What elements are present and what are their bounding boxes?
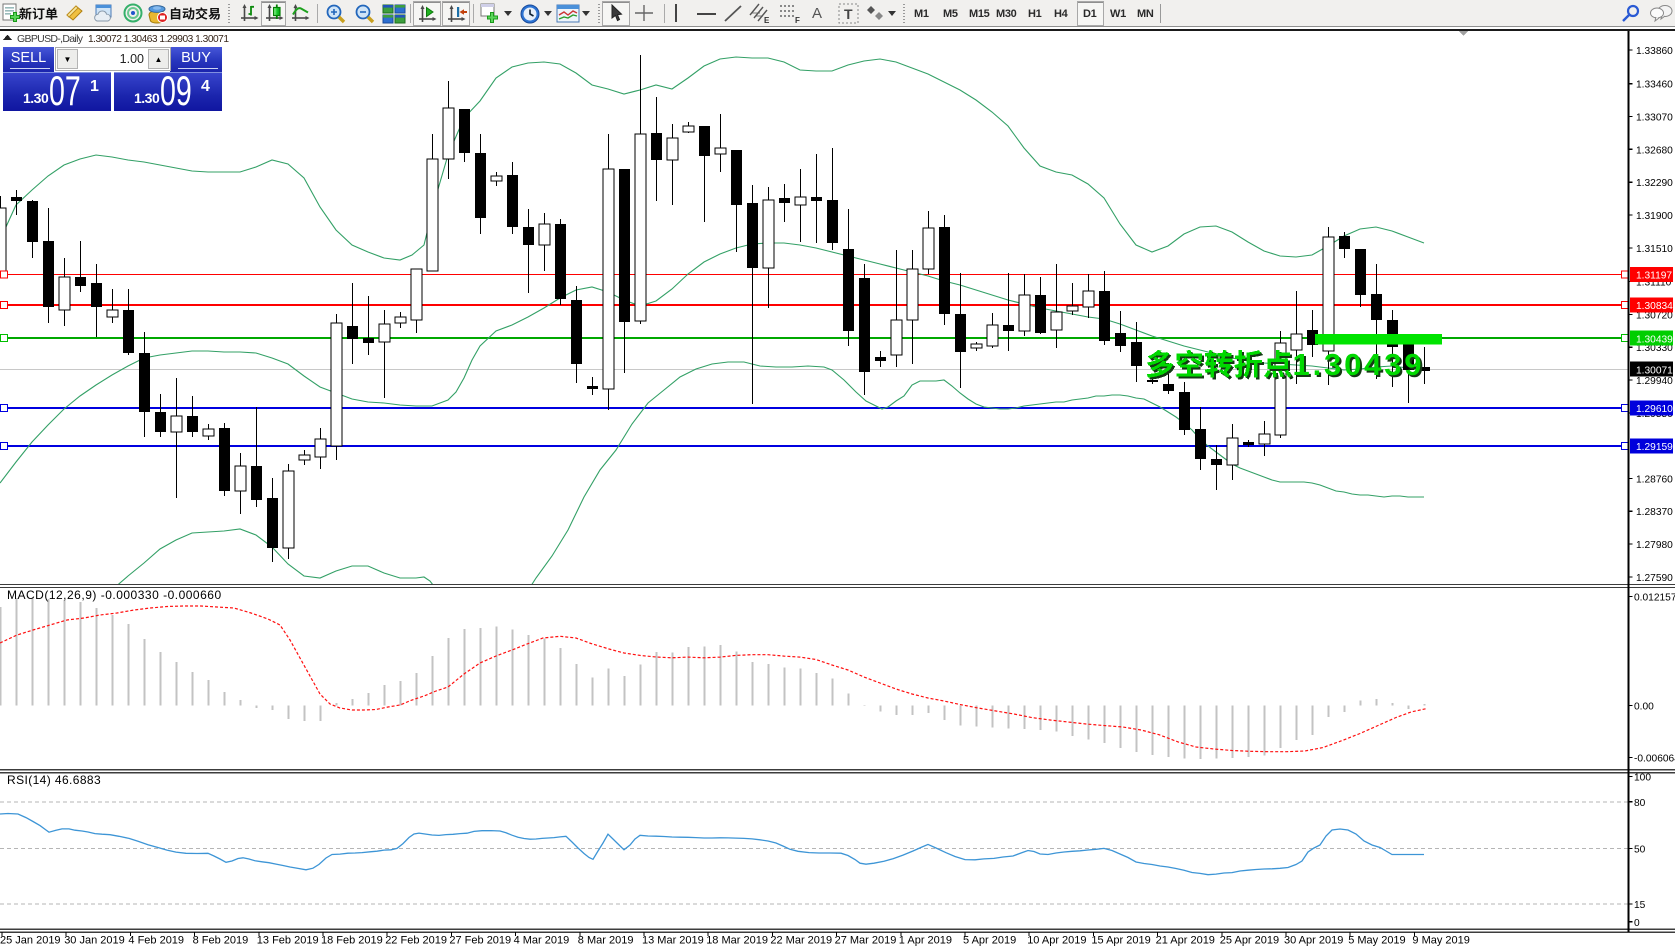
svg-text:5 May 2019: 5 May 2019 (1348, 935, 1405, 947)
svg-text:4 Feb 2019: 4 Feb 2019 (128, 935, 184, 947)
svg-text:F: F (795, 16, 800, 25)
svg-text:1.31110: 1.31110 (1636, 278, 1672, 289)
svg-text:1.30330: 1.30330 (1636, 343, 1673, 354)
svg-text:1.30720: 1.30720 (1636, 310, 1673, 321)
svg-text:8 Mar 2019: 8 Mar 2019 (578, 935, 634, 947)
svg-text:1.27590: 1.27590 (1636, 573, 1673, 584)
svg-text:1.30439: 1.30439 (1295, 349, 1424, 384)
svg-text:50: 50 (1634, 845, 1646, 856)
svg-text:1.27980: 1.27980 (1636, 540, 1673, 551)
svg-text:1.29610: 1.29610 (1636, 404, 1673, 415)
svg-text:5 Apr 2019: 5 Apr 2019 (963, 935, 1016, 947)
svg-text:4 Mar 2019: 4 Mar 2019 (514, 935, 570, 947)
svg-text:1.31197: 1.31197 (1636, 271, 1672, 282)
svg-text:1.30834: 1.30834 (1636, 301, 1673, 312)
svg-text:RSI(14) 46.6883: RSI(14) 46.6883 (7, 773, 101, 787)
svg-text:18 Feb 2019: 18 Feb 2019 (321, 935, 383, 947)
svg-text:27 Feb 2019: 27 Feb 2019 (449, 935, 511, 947)
svg-text:10 Apr 2019: 10 Apr 2019 (1027, 935, 1086, 947)
svg-text:1.32290: 1.32290 (1636, 178, 1673, 189)
svg-text:1.29940: 1.29940 (1636, 376, 1673, 387)
svg-text:1.30439: 1.30439 (1636, 334, 1673, 345)
svg-text:-0.006064: -0.006064 (1634, 754, 1675, 765)
svg-text:9 May 2019: 9 May 2019 (1412, 935, 1469, 947)
svg-text:T: T (844, 6, 853, 22)
svg-text:13 Feb 2019: 13 Feb 2019 (257, 935, 319, 947)
svg-text:15 Apr 2019: 15 Apr 2019 (1091, 935, 1150, 947)
svg-text:100: 100 (1634, 773, 1651, 784)
svg-text:1.30439: 1.30439 (1293, 347, 1422, 382)
svg-text:8 Feb 2019: 8 Feb 2019 (193, 935, 249, 947)
svg-text:1.28760: 1.28760 (1636, 474, 1673, 485)
svg-text:13 Mar 2019: 13 Mar 2019 (642, 935, 704, 947)
svg-text:1.33070: 1.33070 (1636, 113, 1673, 124)
svg-text:27 Mar 2019: 27 Mar 2019 (835, 935, 897, 947)
svg-text:1.31900: 1.31900 (1636, 211, 1673, 222)
svg-text:1.28370: 1.28370 (1636, 507, 1673, 518)
svg-text:1.30072 1.30463 1.29903 1.3007: 1.30072 1.30463 1.29903 1.30071 (88, 34, 229, 45)
svg-text:0.012157: 0.012157 (1634, 593, 1675, 604)
svg-text:1.33860: 1.33860 (1636, 46, 1673, 57)
svg-text:0: 0 (1634, 918, 1640, 929)
svg-text:E: E (764, 16, 770, 25)
svg-text:25 Apr 2019: 25 Apr 2019 (1220, 935, 1279, 947)
svg-text:18 Mar 2019: 18 Mar 2019 (706, 935, 768, 947)
svg-text:1.31510: 1.31510 (1636, 244, 1673, 255)
svg-text:22 Feb 2019: 22 Feb 2019 (385, 935, 447, 947)
svg-text:80: 80 (1634, 798, 1646, 809)
svg-text:22 Mar 2019: 22 Mar 2019 (770, 935, 832, 947)
svg-text:MACD(12,26,9) -0.000330 -0.000: MACD(12,26,9) -0.000330 -0.000660 (7, 588, 222, 602)
svg-text:25 Jan 2019: 25 Jan 2019 (0, 935, 61, 947)
svg-text:30 Apr 2019: 30 Apr 2019 (1284, 935, 1343, 947)
svg-text:1.29159: 1.29159 (1636, 442, 1673, 453)
svg-text:1.30071: 1.30071 (1636, 365, 1673, 376)
svg-text:30 Jan 2019: 30 Jan 2019 (64, 935, 125, 947)
svg-text:21 Apr 2019: 21 Apr 2019 (1156, 935, 1215, 947)
svg-text:1 Apr 2019: 1 Apr 2019 (899, 935, 952, 947)
svg-text:15: 15 (1634, 900, 1646, 911)
svg-text:GBPUSD-,Daily: GBPUSD-,Daily (17, 33, 84, 45)
svg-text:1.33460: 1.33460 (1636, 80, 1673, 91)
svg-text:1.32680: 1.32680 (1636, 145, 1673, 156)
svg-text:0.00: 0.00 (1634, 702, 1654, 713)
